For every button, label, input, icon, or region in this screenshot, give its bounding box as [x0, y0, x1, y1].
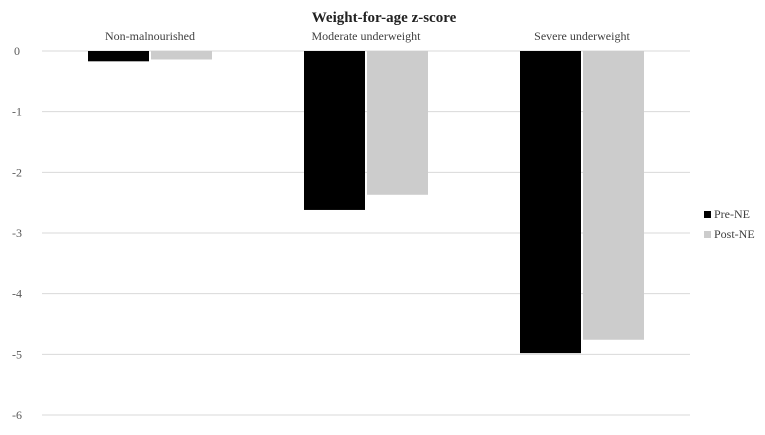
y-tick-label: -5 — [12, 347, 22, 361]
y-tick-label: -4 — [12, 287, 22, 301]
y-tick-label: 0 — [14, 44, 20, 58]
gridlines — [42, 50, 690, 416]
y-tick-label: -6 — [12, 408, 22, 422]
bar-post-ne-2 — [367, 51, 428, 195]
category-labels: Non-malnourished Moderate underweight Seve… — [105, 29, 630, 43]
category-label: Moderate underweight — [312, 29, 422, 43]
y-tick-label: -2 — [12, 165, 22, 179]
y-axis-tick-labels: 0 -1 -2 -3 -4 -5 -6 — [12, 44, 22, 422]
y-tick-label: -3 — [12, 226, 22, 240]
bar-pre-ne-3 — [520, 51, 581, 354]
bars — [88, 51, 644, 354]
legend-label: Pre-NE — [714, 207, 750, 221]
legend-swatch — [704, 231, 711, 238]
category-label: Non-malnourished — [105, 29, 195, 43]
category-label: Severe underweight — [534, 29, 630, 43]
bar-pre-ne-1 — [88, 51, 149, 62]
bar-post-ne-1 — [151, 51, 212, 60]
chart-title: Weight-for-age z-score — [312, 10, 457, 26]
legend: Pre-NE Post-NE — [704, 207, 755, 241]
y-tick-label: -1 — [12, 105, 22, 119]
legend-label: Post-NE — [714, 227, 755, 241]
bar-post-ne-3 — [583, 51, 644, 340]
bar-pre-ne-2 — [304, 51, 365, 210]
legend-swatch — [704, 211, 711, 218]
